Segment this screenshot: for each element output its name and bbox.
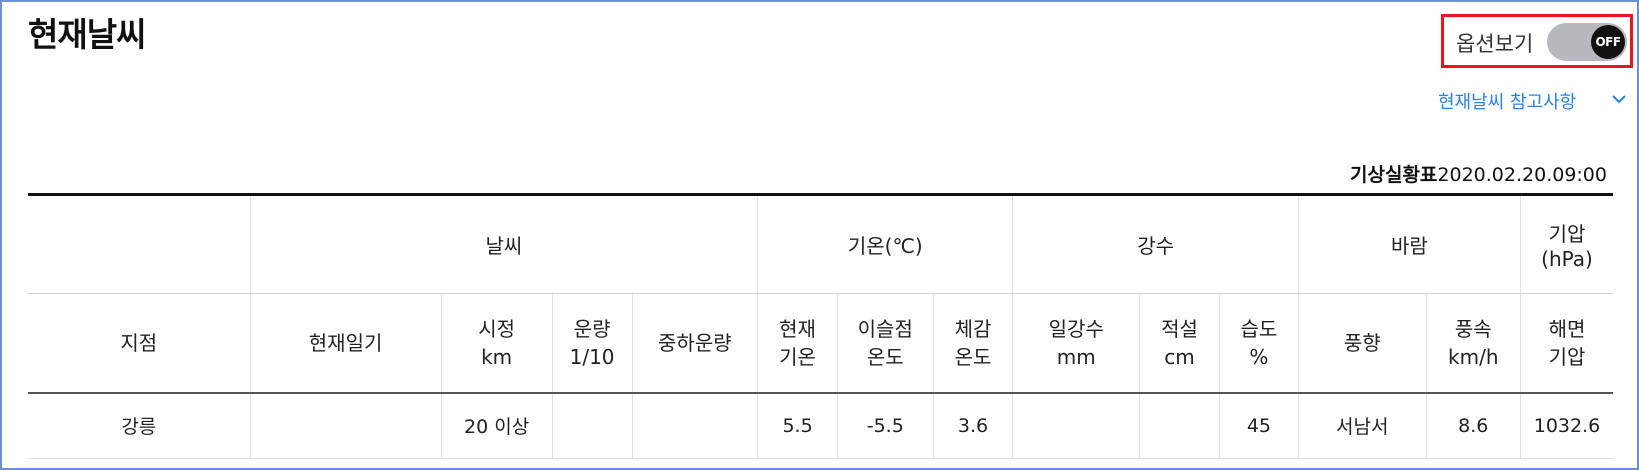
option-view-toggle[interactable]: OFF: [1547, 23, 1627, 61]
option-view-label: 옵션보기: [1456, 32, 1534, 56]
source-prefix: 기상실황표: [1350, 164, 1438, 186]
col-header-station: 지점: [28, 293, 251, 394]
cell-cloud-cover: [552, 392, 633, 459]
col-header-wind-direction: 풍향: [1298, 293, 1427, 394]
col-header-cloud-cover: 운량 1/10: [552, 293, 633, 394]
group-header-row: 날씨 기온(℃) 강수 바람 기압 (hPa): [28, 194, 1613, 294]
observation-source: 기상실황표2020.02.20.09:00: [1350, 160, 1607, 187]
col-header-current-weather: 현재일기: [250, 293, 442, 394]
weather-table: 날씨 기온(℃) 강수 바람 기압 (hPa) 지점 현재일기 시정 km 운량…: [28, 193, 1613, 459]
col-header-daily-precip: 일강수 mm: [1012, 293, 1141, 394]
cell-daily-precip: [1012, 392, 1141, 459]
cell-current-temp: 5.5: [757, 392, 839, 459]
reference-notes-link[interactable]: 현재날씨 참고사항: [1438, 92, 1577, 113]
cell-visibility: 20 이상: [441, 392, 553, 459]
cell-low-mid-cloud: [632, 392, 759, 459]
cell-wind-speed: 8.6: [1426, 392, 1521, 459]
cell-wind-direction: 서남서: [1298, 392, 1427, 459]
col-header-humidity: 습도 %: [1219, 293, 1299, 394]
cell-current-weather: [250, 392, 442, 459]
group-header-blank: [28, 194, 251, 294]
table-row: 강릉 20 이상 5.5 -5.5 3.6 45 서남서 8.6 1032.6: [28, 392, 1613, 459]
cell-dew-point: -5.5: [837, 392, 934, 459]
col-header-wind-speed: 풍속 km/h: [1426, 293, 1521, 394]
cell-station: 강릉: [28, 392, 251, 459]
observation-datetime: 2020.02.20.09:00: [1437, 164, 1607, 186]
page-title: 현재날씨: [28, 15, 146, 54]
col-header-sea-level-pressure: 해면 기압: [1520, 293, 1613, 394]
group-header-precipitation: 강수: [1012, 194, 1299, 294]
option-view-control: 옵션보기 OFF: [1441, 14, 1633, 68]
group-header-weather: 날씨: [250, 194, 759, 294]
col-header-current-temp: 현재 기온: [757, 293, 839, 394]
group-header-pressure: 기압 (hPa): [1520, 194, 1613, 294]
col-header-snow: 적설 cm: [1139, 293, 1220, 394]
chevron-down-icon[interactable]: [1611, 91, 1627, 107]
col-header-visibility: 시정 km: [441, 293, 553, 394]
col-header-feels-like: 체감 온도: [933, 293, 1014, 394]
col-header-dew-point: 이슬점 온도: [837, 293, 934, 394]
column-header-row: 지점 현재일기 시정 km 운량 1/10 중하운량 현재 기온 이슬점 온도 …: [28, 293, 1613, 394]
col-header-low-mid-cloud: 중하운량: [632, 293, 759, 394]
cell-humidity: 45: [1219, 392, 1299, 459]
group-header-temperature: 기온(℃): [757, 194, 1014, 294]
weather-table-container: 날씨 기온(℃) 강수 바람 기압 (hPa) 지점 현재일기 시정 km 운량…: [28, 193, 1613, 459]
cell-sea-level-pressure: 1032.6: [1520, 392, 1613, 459]
cell-feels-like: 3.6: [933, 392, 1014, 459]
cell-snow: [1139, 392, 1220, 459]
toggle-knob: OFF: [1591, 25, 1625, 59]
group-header-wind: 바람: [1298, 194, 1521, 294]
